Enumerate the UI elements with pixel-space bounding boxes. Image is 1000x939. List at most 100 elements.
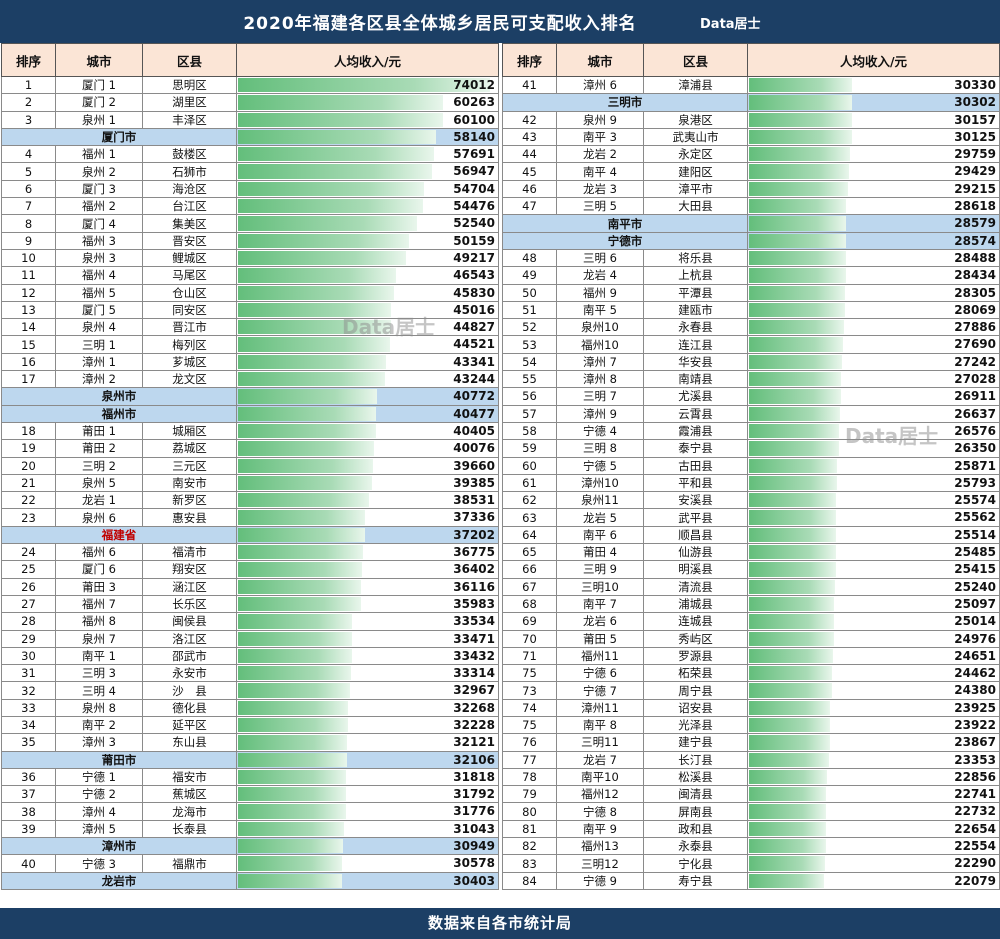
income-bar bbox=[749, 337, 844, 352]
table-row: 18 莆田 1 城厢区 40405 bbox=[1, 421, 499, 441]
table-row: 46 龙岩 3 漳平市 29215 bbox=[502, 179, 1000, 199]
city-name-cell: 三明市 bbox=[502, 93, 748, 112]
rank-cell: 59 bbox=[502, 439, 557, 458]
income-bar bbox=[749, 423, 840, 439]
district-cell: 三元区 bbox=[142, 456, 237, 475]
income-cell: 24976 bbox=[747, 629, 1000, 648]
income-cell: 23867 bbox=[747, 733, 1000, 752]
district-cell: 将乐县 bbox=[643, 248, 748, 268]
city-cell: 龙岩 5 bbox=[556, 508, 644, 527]
district-cell: 福安市 bbox=[142, 767, 237, 787]
table-row: 69 龙岩 6 连城县 25014 bbox=[502, 612, 1000, 631]
income-bar bbox=[749, 821, 827, 837]
rank-cell: 16 bbox=[1, 352, 56, 372]
rank-cell: 33 bbox=[1, 698, 56, 717]
table-row: 26 莆田 3 涵江区 36116 bbox=[1, 577, 499, 596]
district-cell: 洛江区 bbox=[142, 629, 237, 648]
income-cell: 33314 bbox=[236, 664, 499, 683]
rank-cell: 71 bbox=[502, 646, 557, 666]
income-bar bbox=[749, 441, 839, 456]
table-row: 30 南平 1 邵武市 33432 bbox=[1, 646, 499, 666]
table-row: 57 漳州 9 云霄县 26637 bbox=[502, 404, 1000, 423]
city-cell: 泉州11 bbox=[556, 491, 644, 510]
table-header-row: 排序 城市 区县 人均收入/元 bbox=[502, 43, 1000, 77]
table-row: 63 龙岩 5 武平县 25562 bbox=[502, 508, 1000, 527]
income-value: 25097 bbox=[954, 596, 996, 611]
district-cell: 霞浦县 bbox=[643, 421, 748, 441]
income-bar bbox=[749, 700, 831, 715]
income-cell: 52540 bbox=[236, 214, 499, 233]
income-cell: 32228 bbox=[236, 715, 499, 735]
income-value: 25415 bbox=[954, 562, 996, 577]
rank-cell: 31 bbox=[1, 664, 56, 683]
city-cell: 泉州 9 bbox=[556, 110, 644, 129]
income-cell: 22741 bbox=[747, 785, 1000, 804]
header-income: 人均收入/元 bbox=[747, 43, 1000, 77]
header-rank: 排序 bbox=[502, 43, 557, 77]
income-value: 28305 bbox=[954, 285, 996, 300]
rank-cell: 54 bbox=[502, 352, 557, 372]
income-bar bbox=[238, 302, 392, 318]
income-cell: 31043 bbox=[236, 819, 499, 839]
city-cell: 漳州 5 bbox=[55, 819, 143, 839]
city-cell: 三明 5 bbox=[556, 197, 644, 216]
income-cell: 28434 bbox=[747, 266, 1000, 285]
income-cell: 28579 bbox=[747, 214, 1000, 233]
rank-cell: 7 bbox=[1, 197, 56, 216]
district-cell: 诏安县 bbox=[643, 698, 748, 717]
header-district: 区县 bbox=[142, 43, 237, 77]
city-name-cell: 莆田市 bbox=[1, 750, 237, 769]
city-cell: 泉州 5 bbox=[55, 473, 143, 493]
district-cell: 平潭县 bbox=[643, 283, 748, 302]
income-cell: 40405 bbox=[236, 421, 499, 441]
rank-cell: 35 bbox=[1, 733, 56, 752]
income-cell: 25014 bbox=[747, 612, 1000, 631]
income-cell: 25240 bbox=[747, 577, 1000, 596]
rank-cell: 57 bbox=[502, 404, 557, 423]
header-city: 城市 bbox=[556, 43, 644, 77]
income-value: 43341 bbox=[453, 354, 495, 369]
income-cell: 24651 bbox=[747, 646, 1000, 666]
income-value: 60100 bbox=[453, 112, 495, 127]
title-bar: 2020年福建各区县全体城乡居民可支配收入排名 Data居士 bbox=[0, 0, 1000, 43]
income-value: 23353 bbox=[954, 752, 996, 767]
income-cell: 29759 bbox=[747, 145, 1000, 164]
city-cell: 泉州 6 bbox=[55, 508, 143, 527]
income-value: 25562 bbox=[954, 510, 996, 525]
income-value: 44827 bbox=[453, 320, 495, 335]
income-bar bbox=[238, 752, 348, 767]
income-cell: 28618 bbox=[747, 197, 1000, 216]
income-cell: 25871 bbox=[747, 456, 1000, 475]
income-cell: 27028 bbox=[747, 370, 1000, 389]
rank-cell: 37 bbox=[1, 785, 56, 804]
income-cell: 60100 bbox=[236, 110, 499, 129]
district-cell: 涵江区 bbox=[142, 577, 237, 596]
table-row: 13 厦门 5 同安区 45016 bbox=[1, 300, 499, 320]
city-cell: 南平10 bbox=[556, 767, 644, 787]
district-cell: 城厢区 bbox=[142, 421, 237, 441]
income-value: 50159 bbox=[453, 233, 495, 248]
rank-cell: 67 bbox=[502, 577, 557, 596]
income-value: 31792 bbox=[453, 787, 495, 802]
income-value: 54476 bbox=[453, 199, 495, 214]
income-bar bbox=[238, 579, 361, 594]
rank-cell: 21 bbox=[1, 473, 56, 493]
income-bar bbox=[749, 372, 842, 387]
income-bar bbox=[238, 562, 362, 577]
income-bar bbox=[238, 856, 343, 871]
district-cell: 德化县 bbox=[142, 698, 237, 717]
income-value: 31818 bbox=[453, 769, 495, 784]
income-cell: 30330 bbox=[747, 75, 1000, 95]
income-bar bbox=[238, 372, 386, 387]
city-cell: 福州 7 bbox=[55, 594, 143, 614]
city-cell: 三明 1 bbox=[55, 335, 143, 354]
district-cell: 平和县 bbox=[643, 473, 748, 493]
district-cell: 长汀县 bbox=[643, 750, 748, 769]
income-value: 32967 bbox=[453, 683, 495, 698]
income-bar bbox=[749, 285, 846, 300]
table-row: 41 漳州 6 漳浦县 30330 bbox=[502, 75, 1000, 95]
income-value: 33471 bbox=[453, 631, 495, 646]
district-cell: 石狮市 bbox=[142, 162, 237, 181]
income-cell: 26576 bbox=[747, 421, 1000, 441]
